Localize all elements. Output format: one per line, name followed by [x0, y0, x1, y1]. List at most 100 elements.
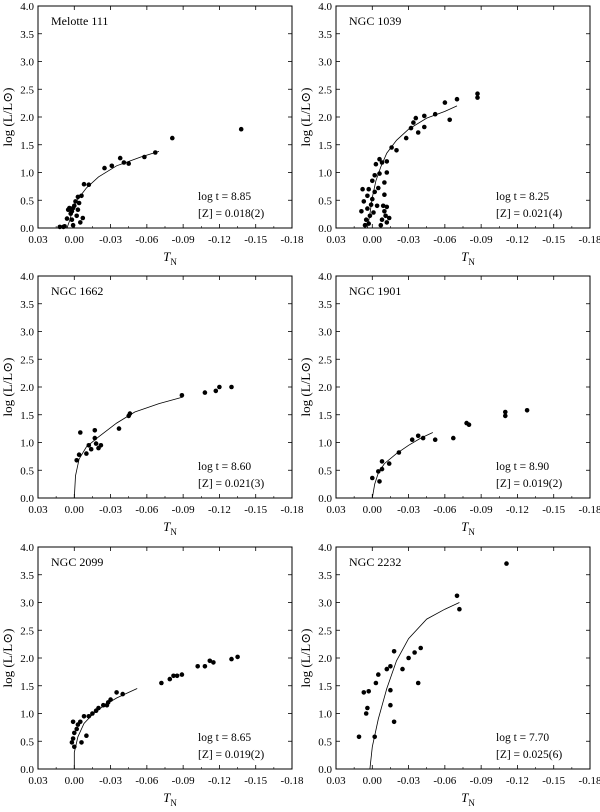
data-point	[86, 182, 92, 187]
y-tick-label: 0.0	[318, 223, 332, 235]
x-axis-subscript: N	[170, 257, 177, 267]
plot-frame	[37, 275, 293, 499]
x-tick-label: 0.03	[28, 775, 48, 787]
data-point	[170, 135, 175, 141]
data-point	[363, 217, 369, 222]
data-point	[382, 209, 387, 214]
y-tick-label: 1.5	[318, 410, 332, 422]
data-point	[382, 192, 387, 197]
data-point	[400, 666, 405, 672]
data-point	[379, 459, 385, 464]
y-tick-label: 4.0	[20, 542, 34, 554]
x-tick-label: -0.09	[172, 504, 195, 516]
x-axis-subscript: N	[170, 798, 177, 808]
age-annotation: log t = 8.85	[198, 191, 251, 203]
data-point	[442, 100, 448, 105]
y-axis-title: log (L/L⊙)	[298, 629, 313, 688]
x-tick-label: -0.12	[506, 234, 529, 246]
data-point	[207, 658, 213, 664]
data-point	[93, 441, 99, 446]
y-tick-label: 0.0	[20, 764, 34, 776]
data-point	[69, 217, 75, 222]
x-tick-label: 0.03	[326, 775, 346, 787]
y-tick-label: 2.5	[20, 354, 34, 366]
data-point	[372, 189, 378, 195]
data-point	[76, 452, 82, 458]
x-tick-label: -0.18	[281, 775, 304, 787]
data-point	[171, 673, 176, 679]
x-axis-symbol: T	[461, 790, 469, 805]
data-point	[432, 111, 438, 117]
x-tick-label: -0.12	[506, 504, 529, 516]
data-point	[366, 689, 372, 694]
data-point	[384, 204, 390, 210]
data-point	[378, 222, 384, 228]
data-point	[475, 95, 480, 100]
data-point	[359, 209, 364, 214]
data-point	[422, 124, 427, 130]
data-point	[384, 220, 390, 225]
data-point	[68, 211, 73, 216]
data-point	[373, 680, 379, 686]
y-tick-label: 3.0	[318, 327, 332, 339]
x-tick-label: -0.09	[172, 234, 195, 246]
data-point	[61, 224, 66, 230]
x-tick-label: 0.00	[363, 775, 383, 787]
x-tick-label: -0.03	[397, 504, 420, 516]
x-tick-label: -0.06	[433, 234, 456, 246]
data-point	[153, 150, 158, 155]
y-tick-label: 1.0	[318, 438, 332, 450]
x-tick-label: -0.12	[208, 504, 231, 516]
data-point	[386, 215, 392, 221]
data-point	[368, 202, 374, 207]
panel-ngc-2099: 0.03 0.00 -0.03 -0.06 -0.09 -0.12 -0.15 -0.18 0.…	[0, 542, 304, 808]
data-point	[92, 428, 98, 433]
x-axis-symbol: T	[163, 790, 171, 805]
data-point	[372, 173, 378, 178]
y-tick-label: 0.5	[318, 195, 332, 207]
data-point	[371, 210, 376, 215]
data-point	[64, 216, 70, 221]
isochrone-curve	[66, 151, 160, 229]
data-point	[372, 734, 378, 740]
data-point	[80, 215, 86, 221]
data-point	[75, 722, 81, 727]
data-point	[376, 185, 381, 191]
y-tick-label: 2.5	[318, 84, 332, 96]
x-axis-subscript: N	[468, 257, 475, 267]
data-point	[101, 702, 106, 708]
cluster-name: NGC 2232	[349, 555, 401, 569]
y-tick-label: 1.0	[318, 709, 332, 721]
data-point	[120, 691, 125, 697]
data-point	[126, 161, 131, 166]
y-tick-label: 1.0	[20, 168, 34, 180]
data-point	[374, 203, 380, 209]
x-tick-label: -0.15	[244, 504, 267, 516]
y-tick-label: 3.5	[20, 299, 34, 311]
data-point	[121, 160, 127, 165]
data-point	[383, 213, 388, 219]
x-tick-label: -0.09	[172, 775, 195, 787]
data-point	[96, 445, 101, 451]
data-point	[81, 181, 87, 187]
x-axis-subscript: N	[468, 527, 475, 537]
y-tick-label: 1.0	[318, 168, 332, 180]
y-tick-label: 2.5	[318, 354, 332, 366]
x-tick-label: -0.06	[433, 775, 456, 787]
data-point	[365, 705, 370, 711]
x-tick-label: 0.00	[65, 504, 85, 516]
age-annotation: log t = 8.90	[496, 461, 549, 473]
data-point	[379, 217, 385, 222]
data-point	[86, 443, 92, 448]
x-axis-subscript: N	[468, 798, 475, 808]
y-tick-label: 2.0	[318, 382, 332, 394]
data-point	[365, 193, 370, 199]
x-tick-label: -0.03	[99, 504, 122, 516]
y-tick-label: 1.5	[20, 140, 34, 152]
y-axis-title: log (L/L⊙)	[0, 629, 15, 688]
x-tick-label: -0.06	[433, 504, 456, 516]
data-point	[384, 170, 390, 175]
x-axis-title: TN	[461, 519, 475, 537]
isochrone-curve	[369, 602, 460, 770]
